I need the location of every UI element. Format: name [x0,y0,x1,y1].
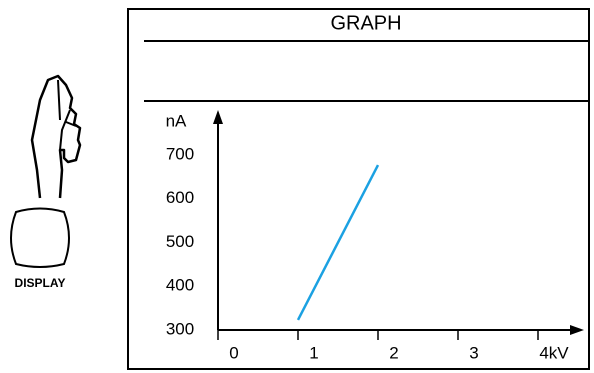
y-tick-label: 500 [166,232,194,251]
y-axis-label: nA [166,111,187,130]
button-label: DISPLAY [15,276,66,290]
y-tick-label: 400 [166,276,194,295]
panel-title: GRAPH [330,12,401,34]
y-tick-label: 700 [166,144,194,163]
x-tick-label: 4kV [539,343,569,362]
data-line [296,164,380,321]
y-tick-label: 300 [166,319,194,338]
hand-icon [30,74,82,199]
x-tick-label: 0 [229,343,238,362]
y-axis-arrow [213,110,223,124]
panel [127,8,590,370]
display-button[interactable] [10,207,70,268]
x-tick-label: 3 [469,343,478,362]
x-tick-label: 2 [389,343,398,362]
x-axis-arrow [570,325,584,335]
x-tick-label: 1 [309,343,318,362]
hand-icon-detail [57,79,77,151]
y-tick-label: 600 [166,188,194,207]
